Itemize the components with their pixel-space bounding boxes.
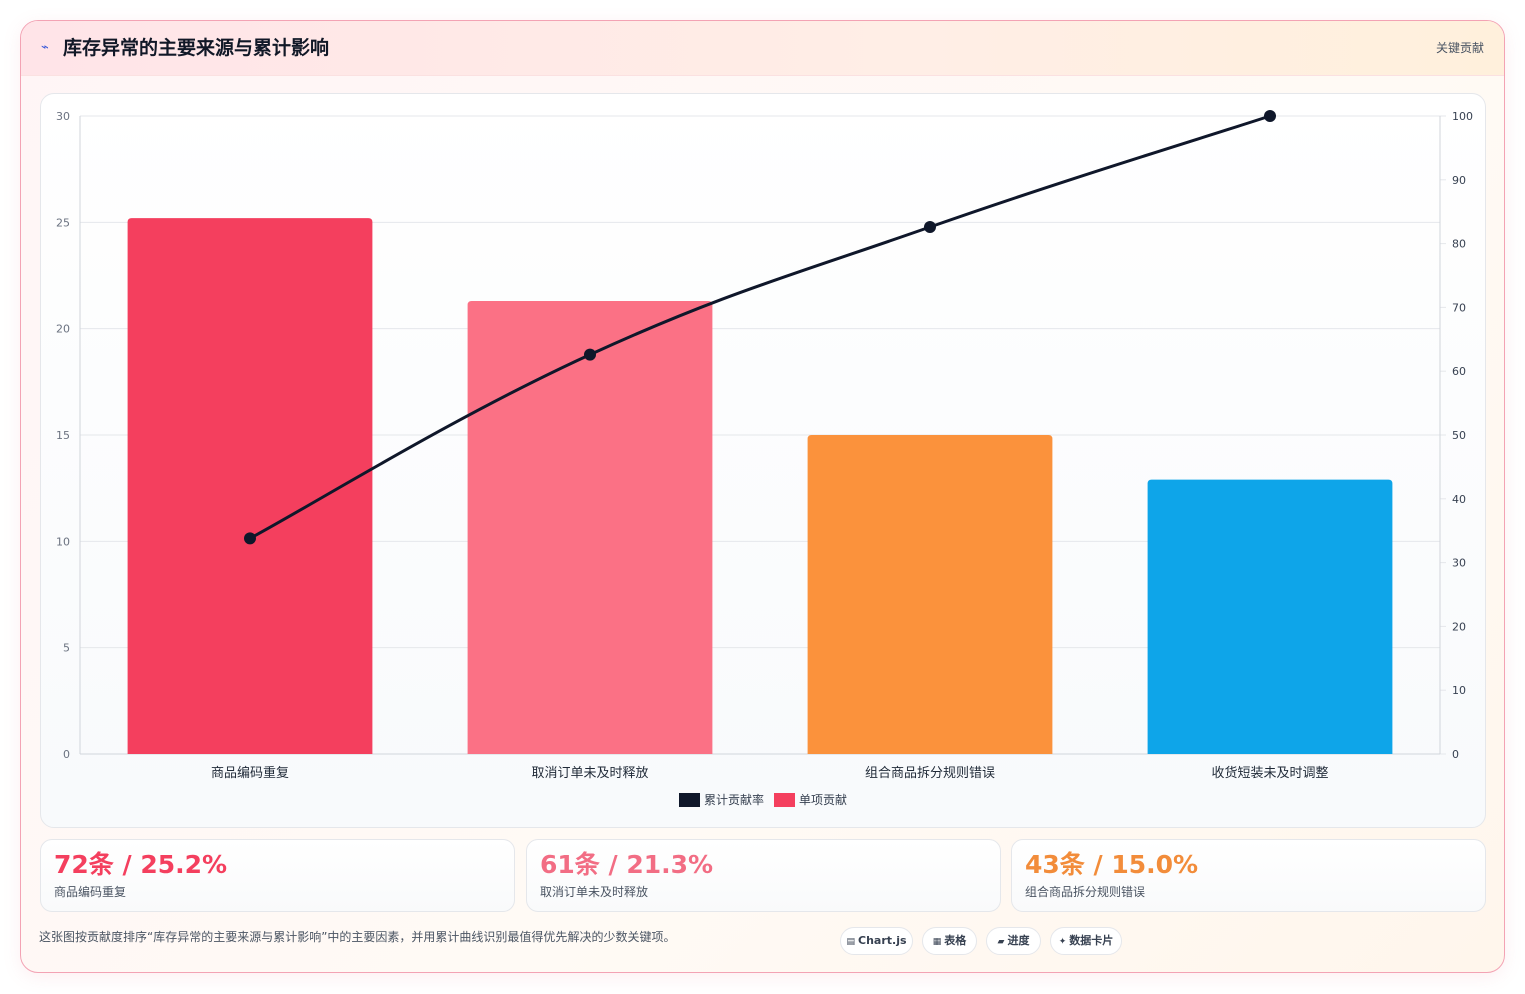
stat-value: 61条 / 21.3% [540,850,714,879]
y-right-tick-label: 10 [1452,684,1466,697]
stats-row: 72条 / 25.2% 商品编码重复 61条 / 21.3% 取消订单未及时释放… [40,839,1486,912]
chip-label: Chart.js [858,934,907,947]
y-right-tick-label: 80 [1452,238,1466,251]
header-badge: 关键贡献 [1435,41,1484,55]
stat-label: 取消订单未及时释放 [540,885,649,899]
table-icon: ▦ [932,937,942,947]
y-left-tick-label: 10 [56,535,70,548]
stat-card-3: 43条 / 15.0% 组合商品拆分规则错误 [1011,839,1486,912]
bar [807,435,1053,754]
chip-table[interactable]: ▦ 表格 [922,927,977,955]
cumulative-point [1264,110,1276,122]
legend-label: 单项贡献 [799,792,847,807]
chip-label: 数据卡片 [1069,934,1114,947]
y-right-tick-label: 50 [1452,429,1466,442]
chip-chartjs[interactable]: ▤ Chart.js [840,927,913,955]
bar [467,301,713,754]
chart-card: ⌁ 库存异常的主要来源与累计影响 关键贡献 0 5 10 15 20 25 30 0 10 20 3… [20,20,1505,973]
x-tick-label: 收货短装未及时调整 [1211,765,1328,781]
y-right-tick-label: 100 [1452,110,1473,123]
chip-progress[interactable]: ▰ 进度 [986,927,1041,955]
x-tick-label: 组合商品拆分规则错误 [865,766,995,781]
progress-icon: ▰ [997,937,1005,947]
bar [1147,479,1393,754]
card-header: ⌁ 库存异常的主要来源与累计影响 关键贡献 [21,21,1504,76]
y-right-tick-label: 70 [1452,301,1466,314]
footer-description: 这张图按贡献度排序“库存异常的主要来源与累计影响”中的主要因素，并用累计曲线识别… [39,930,676,944]
y-left-tick-label: 30 [56,110,70,123]
y-right-tick-label: 0 [1452,748,1459,761]
chart-panel: 0 5 10 15 20 25 30 0 10 20 30 40 50 60 70 80 90 100 商品编码重复… [40,93,1486,828]
cumulative-point [924,221,936,234]
pareto-chart: 0 5 10 15 20 25 30 0 10 20 30 40 50 60 70 80 90 100 商品编码重复… [56,110,1473,807]
y-left-tick-label: 15 [56,429,70,442]
y-left-tick-label: 5 [63,642,70,655]
y-left-tick-label: 20 [56,323,70,336]
y-left-tick-label: 0 [63,748,70,761]
legend-swatch [679,793,700,807]
page-title: 库存异常的主要来源与累计影响 [63,37,330,59]
stat-card-2: 61条 / 21.3% 取消订单未及时释放 [526,839,1001,912]
stat-label: 组合商品拆分规则错误 [1025,885,1146,899]
stat-label: 商品编码重复 [54,885,127,899]
cumulative-line [249,114,1271,540]
chip-data-card[interactable]: ✦ 数据卡片 [1050,927,1122,955]
trend-icon: ⌁ [41,40,49,55]
x-tick-label: 商品编码重复 [211,765,289,781]
legend-swatch [774,793,795,807]
y-left-tick-label: 25 [56,216,70,229]
y-right-tick-label: 60 [1452,365,1466,378]
stat-value: 43条 / 15.0% [1025,850,1199,879]
chip-label: 表格 [944,934,967,947]
chip-label: 进度 [1007,934,1030,947]
chart-icon: ▤ [846,937,855,947]
x-tick-label: 取消订单未及时释放 [531,766,648,781]
y-right-tick-label: 90 [1452,174,1466,187]
cumulative-point [244,532,256,545]
cumulative-point [584,348,596,361]
y-right-tick-label: 40 [1452,493,1466,506]
card-icon: ✦ [1058,937,1067,947]
bar [127,218,373,754]
stat-card-1: 72条 / 25.2% 商品编码重复 [40,839,515,912]
y-right-tick-label: 30 [1452,557,1466,570]
legend-label: 累计贡献率 [704,792,764,807]
stat-value: 72条 / 25.2% [54,850,228,879]
y-right-tick-label: 20 [1452,620,1466,633]
